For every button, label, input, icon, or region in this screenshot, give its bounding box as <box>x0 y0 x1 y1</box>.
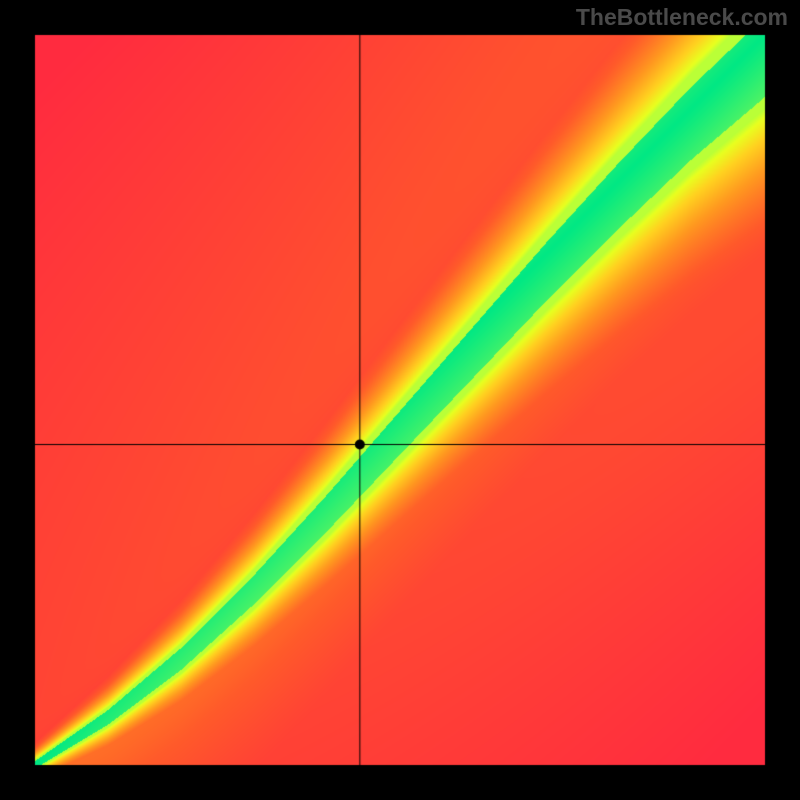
watermark-text: TheBottleneck.com <box>576 4 788 31</box>
bottleneck-heatmap <box>0 0 800 800</box>
